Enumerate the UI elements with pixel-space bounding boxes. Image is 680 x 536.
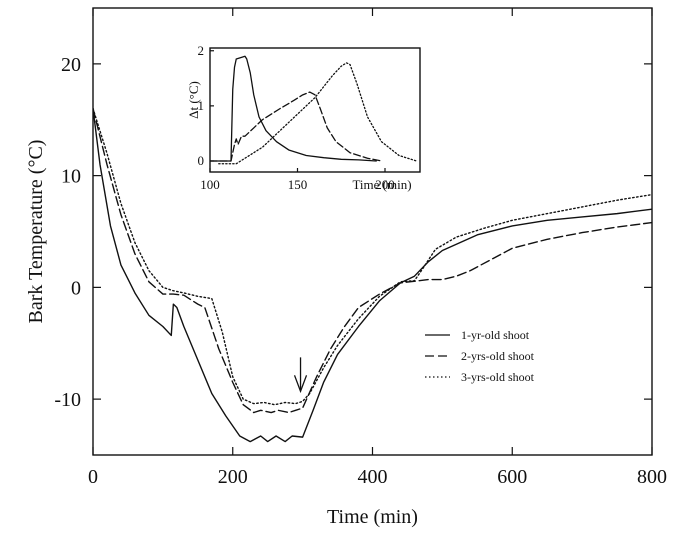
- arrow-head: [293, 375, 308, 394]
- main-series-line-3: [93, 107, 652, 406]
- inset-y-tick-label: 0: [198, 153, 205, 168]
- inset-x-axis-title: Time (min): [352, 177, 411, 192]
- legend-label-1: 1-yr-old shoot: [461, 328, 530, 342]
- inset-y-tick-label: 1: [198, 98, 205, 113]
- main-y-tick-label: -10: [54, 389, 81, 411]
- inset-series-line-2: [210, 91, 383, 162]
- legend-label-2: 2-yrs-old shoot: [461, 349, 535, 363]
- main-x-axis-title: Time (min): [327, 506, 418, 528]
- inset-y-tick-label: 2: [198, 43, 205, 58]
- inset-x-tick-label: 200: [375, 177, 395, 192]
- inset-frame: [209, 47, 421, 173]
- main-y-tick-label: 10: [61, 166, 81, 188]
- main-x-tick-label: 800: [637, 466, 667, 488]
- main-x-tick-label: 400: [358, 466, 388, 488]
- main-series-group: [93, 107, 652, 443]
- main-x-tick-label: 0: [88, 466, 98, 488]
- main-x-tick-label: 600: [497, 466, 527, 488]
- main-series-line-1: [93, 107, 652, 443]
- legend-label-3: 3-yrs-old shoot: [461, 370, 535, 384]
- inset-plot-area: 100 150 200 0 1 2 Time (min) Δt (°C): [186, 43, 421, 192]
- inset-y-axis-title: Δt (°C): [186, 81, 201, 119]
- inset-series-group: [210, 55, 418, 165]
- inset-series-line-3: [218, 62, 418, 165]
- main-x-tick-label: 200: [218, 466, 248, 488]
- inset-x-tick-label: 100: [200, 177, 220, 192]
- main-series-line-2: [93, 107, 652, 414]
- main-y-axis-title: Bark Temperature (°C): [25, 140, 47, 324]
- inset-series-line-1: [210, 55, 377, 162]
- inset-x-tick-label: 150: [288, 177, 308, 192]
- inset-background: [210, 48, 420, 172]
- legend: 1-yr-old shoot 2-yrs-old shoot 3-yrs-old s…: [425, 328, 535, 384]
- main-y-tick-label: 0: [71, 277, 81, 299]
- main-y-tick-label: 20: [61, 54, 81, 76]
